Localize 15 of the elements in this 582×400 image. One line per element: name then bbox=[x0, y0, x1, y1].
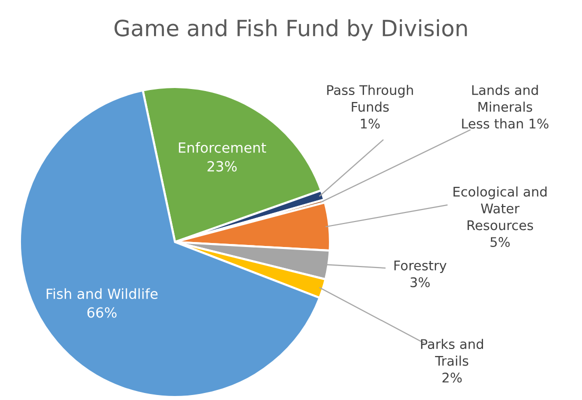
slice-label: Enforcement bbox=[178, 142, 266, 153]
data-label: Less than 1% bbox=[462, 118, 548, 129]
data-label: 23% bbox=[208, 161, 237, 172]
slice-label: Ecological and Water Resources bbox=[454, 186, 547, 230]
data-label: 2% bbox=[442, 372, 462, 383]
slice-label: Parks and Trails bbox=[421, 338, 484, 366]
data-label: 5% bbox=[490, 237, 510, 247]
data-label: 66% bbox=[87, 307, 117, 318]
slice-label: Fish and Wildlife bbox=[46, 288, 158, 300]
data-label: 1% bbox=[360, 118, 380, 129]
slice-label: Pass Through Funds bbox=[327, 84, 413, 112]
slice-label: Forestry bbox=[394, 260, 446, 273]
slice-label: Lands and Minerals bbox=[472, 84, 538, 112]
chart-title: Game and Fish Fund by Division bbox=[114, 19, 467, 41]
data-label: 3% bbox=[410, 277, 430, 288]
